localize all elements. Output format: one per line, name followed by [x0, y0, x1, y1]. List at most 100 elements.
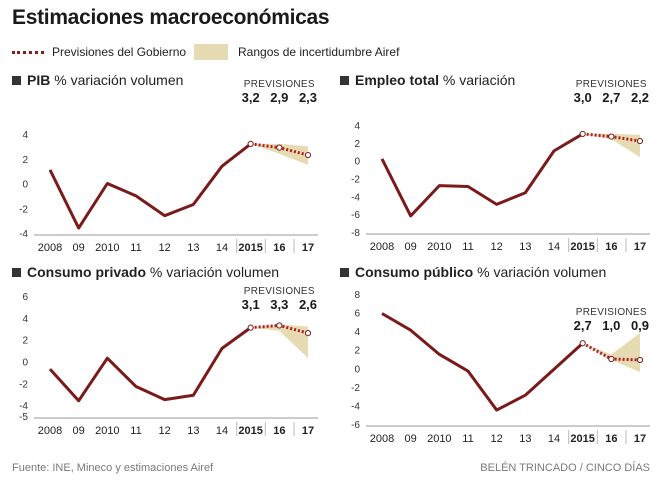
- y-tick-label: 2: [354, 139, 360, 150]
- panel-title-pib: PIB % variación volumen: [12, 72, 183, 88]
- forecast-point: [304, 329, 312, 337]
- square-bullet-icon: [12, 76, 21, 85]
- x-tick-label: 14: [548, 433, 560, 445]
- y-tick-label: 0: [354, 364, 360, 375]
- y-tick-label: 6: [354, 309, 360, 320]
- chart-empleo: 4 2 0 -2 -4 -6 -8 2008 09 2010 11 12 13 14 2015 16 17 3,0…: [351, 79, 650, 253]
- forecast-header-label: PREVISIONES: [576, 307, 647, 318]
- source-note: Fuente: INE, Mineco y estimaciones Airef: [12, 462, 214, 474]
- x-tick-label: 13: [187, 425, 199, 437]
- y-tick-label: 4: [354, 121, 360, 132]
- forecast-point: [247, 140, 254, 148]
- forecast-header-label: PREVISIONES: [576, 79, 647, 90]
- chart-consumo-publico: 8 6 4 2 0 -2 -4 -6 2008 09 2010 11 12 13 14 2015 16 17 2,7…: [351, 290, 650, 445]
- y-tick-label: -2: [351, 383, 360, 394]
- forecast-header-label: PREVISIONES: [244, 79, 315, 90]
- credit-note: BELÉN TRINCADO / CINCO DÍAS: [480, 462, 650, 474]
- forecast-value-label: 3,3: [270, 297, 288, 312]
- x-tick-label: 2010: [427, 241, 451, 253]
- panel-title-bold: PIB: [27, 72, 51, 88]
- y-tick-label: 2: [22, 155, 28, 166]
- x-tick-label: 2015: [570, 433, 594, 445]
- y-tick-label: -5: [19, 412, 28, 423]
- x-tick-label: 11: [130, 425, 141, 437]
- panel-title-bold: Consumo privado: [27, 264, 147, 280]
- x-tick-label: 14: [216, 242, 228, 254]
- x-tick-label: 09: [73, 425, 85, 437]
- forecast-point: [608, 133, 615, 140]
- x-tick-label: 14: [548, 241, 560, 253]
- x-tick-label: 2010: [427, 433, 451, 445]
- x-tick-label: 13: [519, 433, 531, 445]
- x-tick-label: 12: [491, 241, 503, 253]
- x-tick-label: 09: [405, 241, 417, 253]
- x-tick-label: 2008: [370, 241, 394, 253]
- chart-consumo-privado: 6 4 2 0 -2 -4-5 2008 09 2010 11 12 13 14 2015 16 17 3,1 3…: [19, 286, 318, 437]
- forecast-value-label: 2,7: [574, 318, 592, 333]
- forecast-value-label: 2,3: [299, 90, 317, 105]
- band-swatch: [194, 44, 228, 60]
- forecast-point: [304, 151, 312, 159]
- y-tick-label: 2: [354, 346, 360, 357]
- panel-title-bold: Empleo total: [355, 72, 440, 88]
- y-tick-label: -4: [19, 229, 28, 240]
- y-tick-label: -6: [351, 420, 360, 431]
- forecast-point: [276, 322, 283, 329]
- forecast-point: [579, 340, 586, 347]
- uncertainty-band: [250, 324, 308, 359]
- legend-airef-label: Rangos de incertidumbre Airef: [238, 45, 400, 59]
- y-tick-label: -6: [351, 210, 360, 221]
- x-tick-label: 12: [159, 425, 171, 437]
- y-tick-label: 2: [22, 336, 28, 347]
- y-tick-label: -4: [351, 401, 360, 412]
- panel-title-rest: % variación volumen: [477, 264, 607, 280]
- x-tick-label: 17: [302, 242, 314, 254]
- x-tick-label: 09: [405, 433, 417, 445]
- series-line-historical: [381, 312, 584, 412]
- forecast-value-label: 2,9: [270, 90, 288, 105]
- forecast-value-label: 2,2: [631, 90, 649, 105]
- forecast-value-label: 1,0: [602, 318, 620, 333]
- x-tick-label: 2010: [95, 425, 119, 437]
- y-tick-label: -8: [351, 228, 360, 239]
- x-tick-label: 13: [187, 242, 199, 254]
- square-bullet-icon: [12, 268, 21, 277]
- x-tick-label: 2008: [370, 433, 394, 445]
- x-tick-label: 2010: [95, 242, 119, 254]
- forecast-value-label: 3,1: [242, 297, 260, 312]
- panel-title-rest: % variación volumen: [54, 72, 184, 88]
- uncertainty-band: [582, 133, 640, 158]
- panel-title-bold: Consumo público: [355, 264, 474, 280]
- forecast-value-label: 3,2: [242, 90, 260, 105]
- y-tick-label: 0: [354, 157, 360, 168]
- x-tick-label: 16: [605, 241, 617, 253]
- y-tick-label: 6: [22, 292, 28, 303]
- panel-title-rest: % variación: [442, 72, 516, 88]
- x-tick-label: 17: [634, 433, 646, 445]
- uncertainty-band: [250, 143, 308, 165]
- y-tick-label: -2: [351, 175, 360, 186]
- x-tick-label: 2015: [238, 242, 262, 254]
- panel-title-empleo: Empleo total % variación: [340, 72, 515, 88]
- x-tick-label: 11: [462, 241, 473, 253]
- forecast-value-label: 3,0: [574, 90, 592, 105]
- forecast-point: [247, 324, 254, 331]
- x-tick-label: 12: [491, 433, 503, 445]
- y-tick-label: -2: [19, 379, 28, 390]
- y-tick-label: 8: [354, 290, 360, 301]
- dotted-line-swatch: [12, 51, 44, 54]
- square-bullet-icon: [340, 268, 349, 277]
- series-line-historical: [48, 326, 252, 403]
- forecast-point: [579, 130, 586, 138]
- x-tick-label: 14: [216, 425, 228, 437]
- forecast-point: [636, 137, 644, 145]
- panel-title-rest: % variación volumen: [149, 264, 280, 280]
- x-tick-label: 16: [273, 242, 285, 254]
- x-tick-label: 09: [73, 242, 85, 254]
- uncertainty-band: [582, 333, 640, 372]
- y-tick-label: -4: [351, 192, 360, 203]
- series-line-historical: [380, 132, 584, 218]
- x-tick-label: 2015: [238, 425, 262, 437]
- forecast-value-label: 0,9: [631, 318, 649, 333]
- y-tick-label: 4: [22, 130, 28, 141]
